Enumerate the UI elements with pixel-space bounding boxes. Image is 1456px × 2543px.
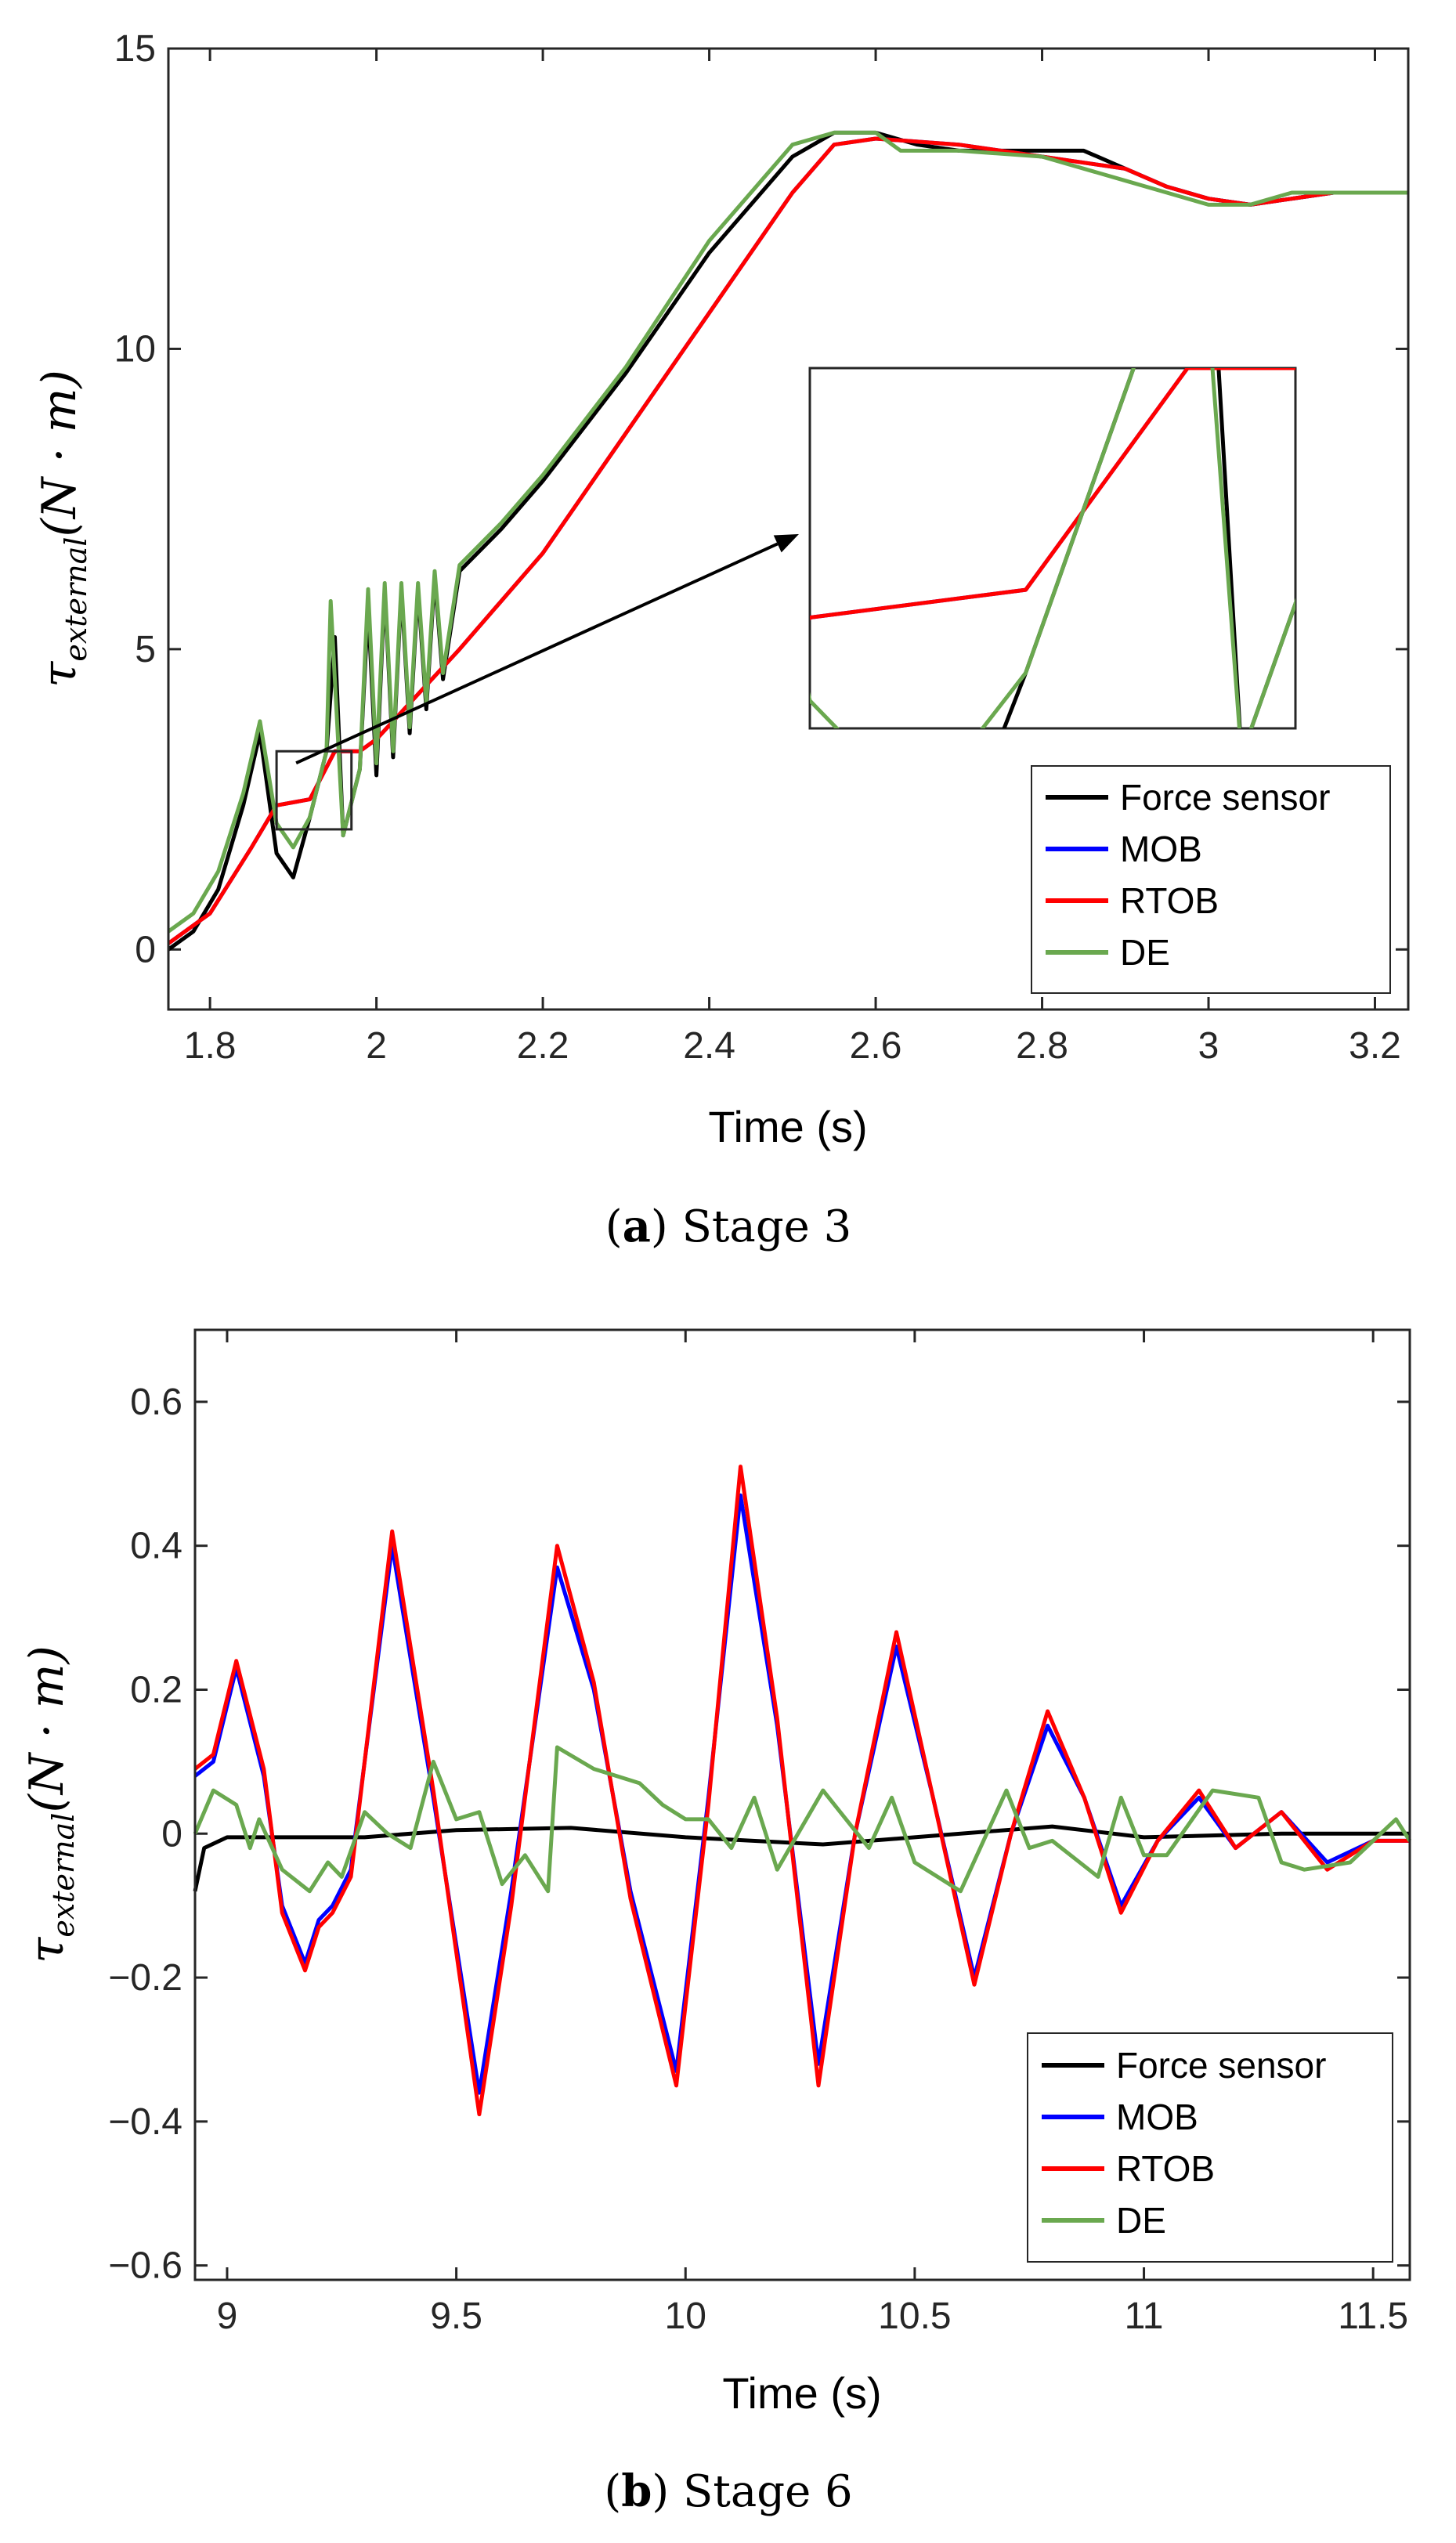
panel-b-caption: (b) Stage 6 [604,2465,852,2517]
y-tick-label: 0 [135,929,156,970]
legend-b-label-force-sensor: Force sensor [1116,2045,1326,2086]
panel-b-ylabel-units: (N · m) [20,1645,74,1812]
legend-b-label-rtob: RTOB [1116,2148,1215,2189]
y-tick-label: 10 [114,328,156,370]
legend-b-label-de: DE [1116,2200,1166,2241]
x-tick-label: 2.4 [683,1025,735,1067]
y-tick-label: −0.4 [108,2101,182,2143]
panel-a-caption-letter: a [623,1201,651,1252]
x-tick-label: 9 [217,2296,238,2337]
panel-a-caption-text: Stage 3 [682,1201,852,1252]
panel-a-ylabel-symbol: τ [32,661,87,688]
panel-a-legend: Force sensor MOB RTOB DE [1031,766,1390,993]
panel-b-ylabel-symbol: τ [20,1937,74,1963]
y-tick-label: −0.6 [108,2245,182,2287]
y-tick-label: 0.6 [130,1382,182,1423]
panel-b-legend: Force sensor MOB RTOB DE [1028,2033,1393,2262]
x-tick-label: 2.8 [1016,1025,1068,1067]
x-tick-label: 2 [366,1025,387,1067]
panel-a-caption: (a) Stage 3 [605,1201,851,1252]
legend-a-label-force-sensor: Force sensor [1120,777,1330,818]
panel-b-x-axis-label: Time (s) [722,2368,881,2418]
x-tick-label: 2.6 [850,1025,902,1067]
legend-b-label-mob: MOB [1116,2097,1198,2137]
panel-b-caption-text: Stage 6 [683,2466,853,2517]
panel-b-stage-6: 9 9.5 10 10.5 11 11.5 −0.6−0.4−0.200.20.40.6 … [20,1330,1410,2517]
legend-a-label-mob: MOB [1120,829,1202,869]
panel-a-ylabel-subscript: external [59,537,93,662]
x-tick-label: 9.5 [430,2296,482,2337]
x-tick-label: 1.8 [184,1025,237,1067]
panel-b-x-tick-labels: 9 9.5 10 10.5 11 11.5 [217,2296,1408,2337]
panel-a-ylabel-units: (N · m) [32,370,87,536]
panel-a-x-axis-label: Time (s) [708,1102,867,1151]
y-tick-label: 0 [161,1813,182,1855]
panel-a-x-tick-labels: 1.8 2 2.2 2.4 2.6 2.8 3 3.2 [184,1025,1401,1067]
x-tick-label: 11 [1125,2296,1164,2337]
panel-a-stage-3: 1.8 2 2.2 2.4 2.6 2.8 3 3.2 0 5 10 15 Time (s) τex… [32,0,1456,1283]
legend-a-label-de: DE [1120,932,1170,973]
x-tick-label: 10.5 [878,2296,951,2337]
y-tick-label: 0.2 [130,1669,182,1710]
legend-a-label-rtob: RTOB [1120,880,1219,921]
y-tick-label: 15 [114,28,156,70]
x-tick-label: 10 [665,2296,706,2337]
panel-b-ylabel-subscript: external [46,1813,81,1938]
y-tick-label: 0.4 [130,1526,182,1567]
panel-b-y-tick-labels: −0.6 −0.4 −0.2 0 0.2 0.4 0.6 [108,1382,182,2287]
x-tick-label: 3.2 [1349,1025,1401,1067]
x-tick-label: 11.5 [1338,2296,1408,2337]
x-tick-label: 3 [1198,1025,1219,1067]
panel-b-caption-letter: b [621,2465,652,2517]
panel-a-y-tick-labels: 0 5 10 15 [114,28,156,970]
panel-a-y-axis-label: τexternal(N · m) [32,370,93,688]
x-tick-label: 2.2 [517,1025,569,1067]
y-tick-label: 5 [135,629,156,670]
y-tick-label: −0.2 [108,1957,182,1999]
panel-b-y-axis-label: τexternal(N · m) [20,1645,81,1963]
